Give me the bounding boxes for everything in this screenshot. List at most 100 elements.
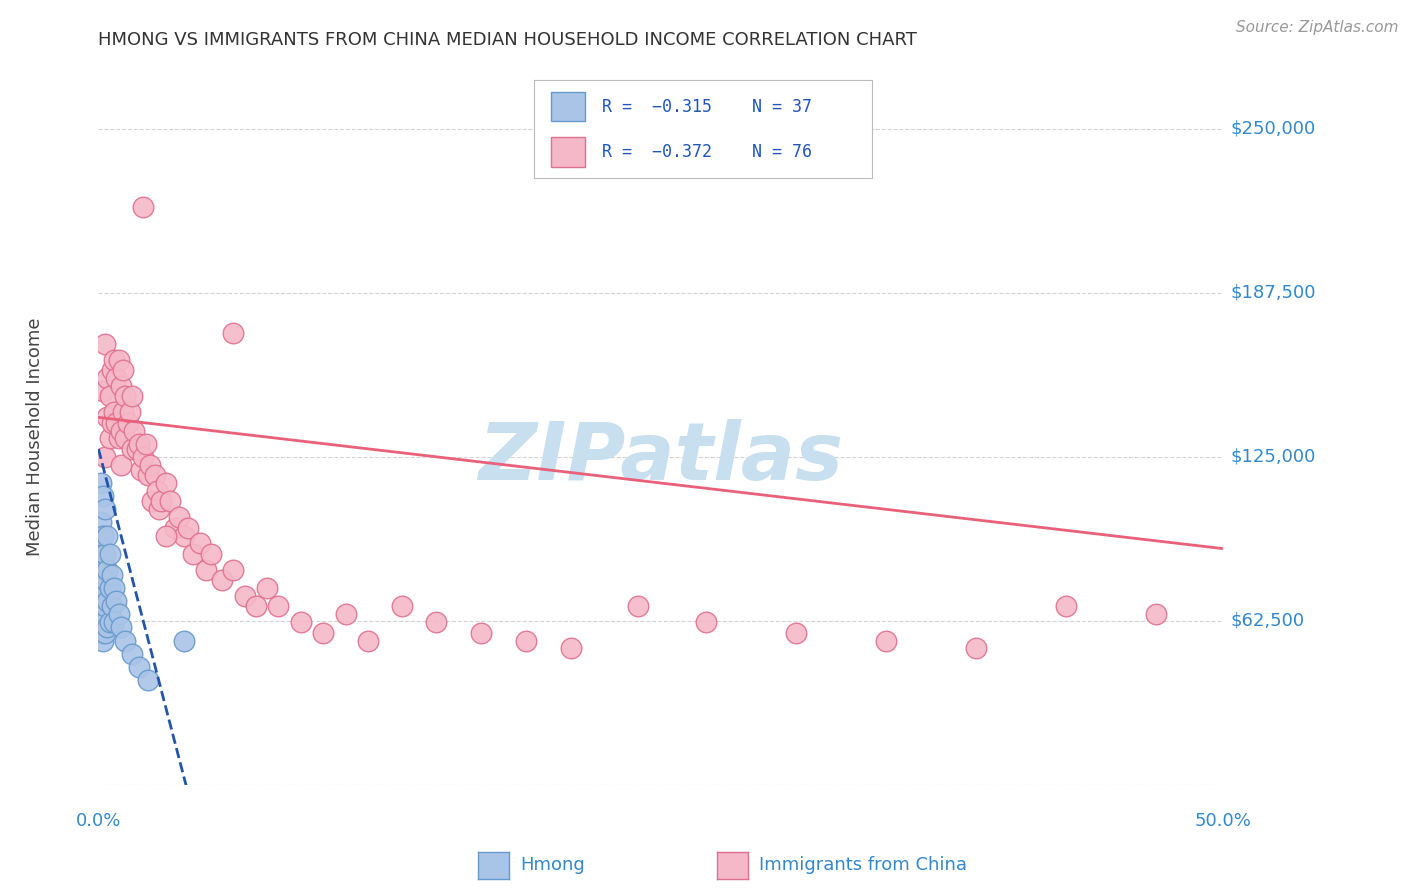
Point — [148, 502, 170, 516]
Point — [101, 416, 124, 430]
Point — [91, 563, 114, 577]
Point — [105, 371, 128, 385]
Point — [132, 200, 155, 214]
Point — [211, 573, 233, 587]
Point — [177, 521, 200, 535]
Point — [96, 620, 118, 634]
Point — [103, 352, 125, 367]
Text: 50.0%: 50.0% — [1195, 812, 1251, 830]
Point — [110, 424, 132, 438]
Point — [335, 607, 357, 622]
Point — [101, 599, 124, 614]
Point — [90, 476, 112, 491]
Point — [90, 568, 112, 582]
Point — [965, 641, 987, 656]
Point — [91, 384, 114, 398]
Point — [94, 599, 117, 614]
Point — [141, 494, 163, 508]
Point — [1144, 607, 1167, 622]
Point — [785, 625, 807, 640]
Point — [425, 615, 447, 630]
Point — [155, 476, 177, 491]
Point — [155, 528, 177, 542]
Text: Source: ZipAtlas.com: Source: ZipAtlas.com — [1236, 20, 1399, 35]
Text: $125,000: $125,000 — [1230, 448, 1316, 466]
Text: HMONG VS IMMIGRANTS FROM CHINA MEDIAN HOUSEHOLD INCOME CORRELATION CHART: HMONG VS IMMIGRANTS FROM CHINA MEDIAN HO… — [98, 31, 917, 49]
Point — [121, 442, 143, 456]
Text: Hmong: Hmong — [520, 856, 585, 874]
Point — [94, 573, 117, 587]
Point — [560, 641, 582, 656]
Point — [128, 436, 150, 450]
Point — [124, 424, 146, 438]
Point — [121, 647, 143, 661]
Point — [173, 528, 195, 542]
Point — [107, 431, 129, 445]
Text: $62,500: $62,500 — [1230, 612, 1305, 630]
Point — [129, 463, 152, 477]
Point — [112, 363, 135, 377]
Point — [98, 389, 121, 403]
Point — [515, 633, 537, 648]
Point — [112, 405, 135, 419]
Point — [121, 389, 143, 403]
Point — [103, 581, 125, 595]
Point — [128, 660, 150, 674]
Point — [94, 625, 117, 640]
Point — [163, 521, 186, 535]
Text: 0.0%: 0.0% — [76, 812, 121, 830]
Point — [188, 536, 211, 550]
Text: Immigrants from China: Immigrants from China — [759, 856, 967, 874]
Point — [91, 589, 114, 603]
Point — [139, 458, 162, 472]
Point — [125, 442, 148, 456]
Point — [627, 599, 650, 614]
Point — [98, 581, 121, 595]
Point — [110, 379, 132, 393]
Point — [90, 516, 112, 530]
Point — [94, 337, 117, 351]
FancyBboxPatch shape — [551, 92, 585, 121]
Point — [98, 547, 121, 561]
Point — [470, 625, 492, 640]
Point — [267, 599, 290, 614]
Point — [91, 528, 114, 542]
Point — [143, 468, 166, 483]
Point — [98, 615, 121, 630]
Point — [357, 633, 380, 648]
Point — [90, 589, 112, 603]
Point — [245, 599, 267, 614]
Point — [135, 436, 157, 450]
Point — [110, 458, 132, 472]
Point — [96, 594, 118, 608]
Point — [136, 673, 159, 687]
Point — [107, 607, 129, 622]
Point — [105, 594, 128, 608]
Point — [101, 568, 124, 582]
Point — [256, 581, 278, 595]
Point — [875, 633, 897, 648]
Point — [173, 633, 195, 648]
Point — [222, 326, 245, 341]
Point — [96, 528, 118, 542]
Point — [96, 563, 118, 577]
Point — [169, 510, 191, 524]
Point — [222, 563, 245, 577]
Point — [1054, 599, 1077, 614]
Point — [114, 389, 136, 403]
Point — [136, 468, 159, 483]
Point — [103, 405, 125, 419]
Point — [94, 450, 117, 464]
Point — [91, 633, 114, 648]
Text: R =  −0.315    N = 37: R = −0.315 N = 37 — [602, 98, 811, 116]
Point — [103, 615, 125, 630]
FancyBboxPatch shape — [551, 137, 585, 167]
Point — [101, 363, 124, 377]
Point — [391, 599, 413, 614]
Point — [114, 431, 136, 445]
Point — [90, 625, 112, 640]
Point — [107, 352, 129, 367]
Point — [195, 563, 218, 577]
Point — [117, 416, 139, 430]
Point — [96, 410, 118, 425]
